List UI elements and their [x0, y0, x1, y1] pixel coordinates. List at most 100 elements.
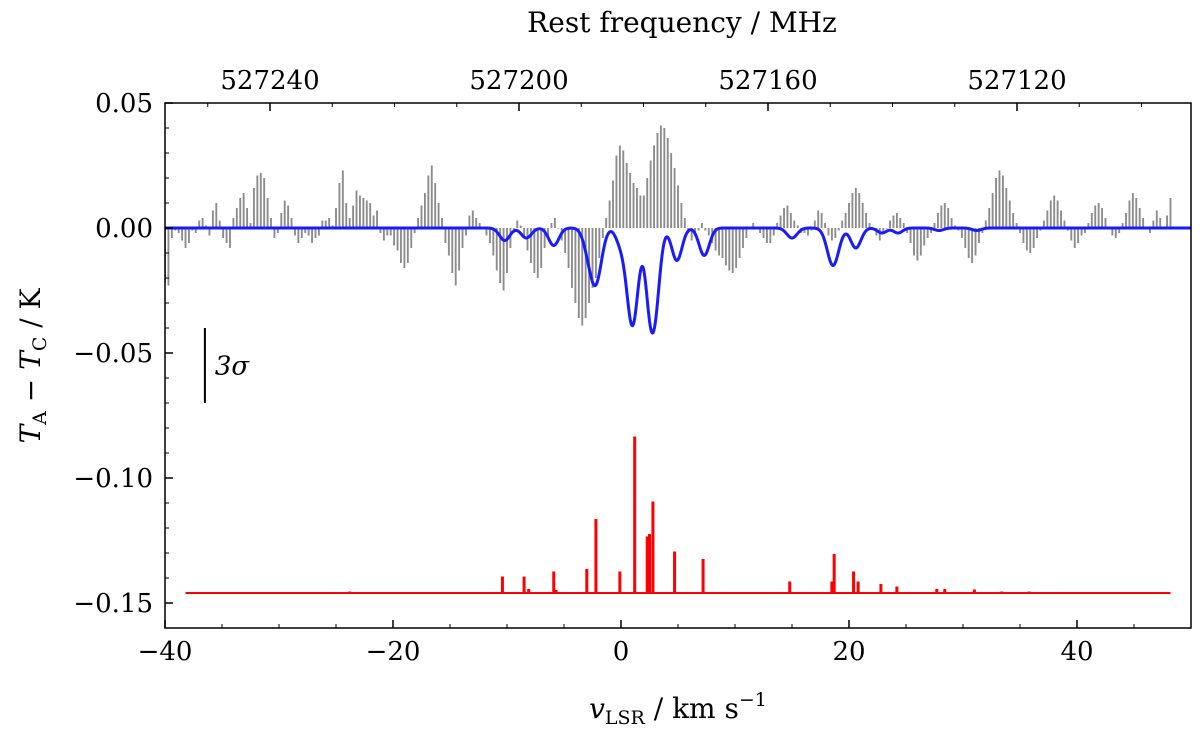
spectrum-bar — [998, 170, 1001, 228]
left-axis: 0.05 0.00 −0.05 −0.10 −0.15 — [73, 89, 173, 619]
spectrum-bar — [495, 228, 498, 271]
spectrum-bar — [225, 228, 228, 243]
spectrum-bar — [895, 213, 898, 228]
spectrum-bar — [276, 228, 279, 233]
spectrum-bar — [475, 218, 478, 228]
spectrum-bar — [1019, 228, 1021, 233]
spectrum-bar — [348, 218, 351, 228]
spectrum-bar — [646, 178, 649, 228]
spectrum-bar — [971, 228, 974, 263]
spectrum-bar — [964, 228, 967, 248]
spectrum-bar — [817, 210, 820, 228]
spectrum-bar — [988, 208, 991, 228]
spectrum-bar — [471, 210, 474, 228]
spectrum-bar — [783, 208, 785, 228]
spectrum-bar — [461, 228, 464, 248]
spectrum-bar — [294, 228, 296, 236]
spectrum-bar — [430, 165, 433, 228]
spectrum-bar — [844, 213, 847, 228]
spectrum-bar — [598, 228, 601, 258]
x-label-subscript: LSR — [605, 707, 646, 729]
spectrum-bar — [947, 208, 950, 228]
spectrum-bar — [632, 183, 635, 228]
spectrum-bar — [584, 228, 587, 318]
spectrum-bar — [984, 220, 987, 228]
spectrum-bar — [1155, 210, 1158, 228]
spectrum-bar — [913, 228, 915, 256]
spectrum-bar — [222, 228, 225, 238]
spectrum-bar — [1012, 213, 1015, 228]
spectrum-bar — [420, 205, 423, 228]
spectrum-bar — [447, 228, 450, 256]
y-tick-label: 0.05 — [95, 89, 153, 119]
spectrum-bar — [1159, 218, 1162, 228]
spectrum-bar — [533, 228, 536, 273]
spectrum-bar — [950, 218, 953, 228]
spectrum-bar — [704, 228, 707, 231]
spectrum-bar — [943, 203, 946, 228]
spectrum-bar — [502, 228, 505, 291]
spectrum-bar — [239, 198, 242, 228]
spectrum-bar — [1087, 223, 1090, 228]
spectrum-bar — [427, 175, 430, 228]
spectrum-bar — [851, 193, 854, 228]
spectrum-bar — [1032, 228, 1035, 248]
spectrum-bar — [557, 228, 560, 229]
spectrum-bar — [1080, 228, 1083, 236]
spectrum-bar — [413, 228, 416, 233]
spectrum-bar — [1022, 228, 1025, 243]
spectrum-bar — [372, 215, 375, 228]
spectrum-bar — [724, 228, 727, 266]
spectrum-bar — [365, 200, 368, 228]
spectrum-bar — [376, 210, 378, 228]
spectrum-bar — [916, 228, 919, 261]
spectrum-bar — [184, 228, 187, 248]
spectrum-bar — [772, 228, 775, 236]
spectrum-bar — [1025, 228, 1028, 251]
spectrum-bar — [967, 228, 970, 258]
spectrum-bar — [177, 228, 180, 233]
spectrum-bar — [878, 228, 881, 241]
top-tick-label: 527160 — [718, 66, 817, 96]
spectrum-bar — [259, 173, 262, 228]
spectrum-bar — [170, 228, 173, 238]
spectrum-bar — [369, 203, 372, 228]
spectrum-bar — [1097, 203, 1100, 228]
spectrum-bar — [1049, 200, 1052, 228]
spectrum-bar — [923, 228, 926, 246]
spectrum-bar — [478, 223, 481, 228]
spectrum-bar — [523, 228, 526, 238]
spectrum-bar — [297, 228, 300, 243]
spectrum-bar — [1111, 228, 1114, 236]
spectrum-bar — [441, 218, 443, 228]
bottom-axis: −40 −20 0 20 40 — [138, 620, 1192, 667]
spectrum-bar — [290, 218, 293, 228]
spectrum-bar — [181, 228, 184, 241]
spectrum-bar — [594, 228, 597, 278]
spectrum-bar — [612, 180, 614, 228]
spectrum-bar — [567, 228, 570, 268]
spectrum-bar — [769, 228, 772, 243]
spectrum-bar — [509, 228, 512, 248]
spectrum-bar — [581, 228, 584, 326]
spectrum-bar — [718, 228, 720, 256]
spectrum-bar — [618, 145, 621, 228]
spectrum-bar — [677, 185, 679, 228]
spectrum-bar — [1121, 223, 1124, 228]
spectrum-bar — [499, 228, 502, 283]
spectrum-bar — [1063, 220, 1066, 228]
spectrum-bar — [307, 228, 310, 236]
spectrum-bar — [1029, 228, 1032, 253]
spectrum-bar — [287, 205, 290, 228]
spectrum-bar — [1131, 193, 1134, 228]
spectrum-bar — [933, 223, 936, 228]
top-axis: 527240 527200 527160 527120 — [207, 66, 1142, 111]
spectrum-bar — [249, 223, 252, 228]
spectrum-bar — [263, 178, 266, 228]
spectrum-bar — [423, 193, 426, 228]
spectrum-bar — [1053, 195, 1056, 228]
x-tick-label: −40 — [138, 637, 193, 667]
spectrum-bar — [622, 150, 625, 228]
spectrum-bar — [451, 228, 454, 273]
spectrum-bar — [540, 228, 543, 268]
